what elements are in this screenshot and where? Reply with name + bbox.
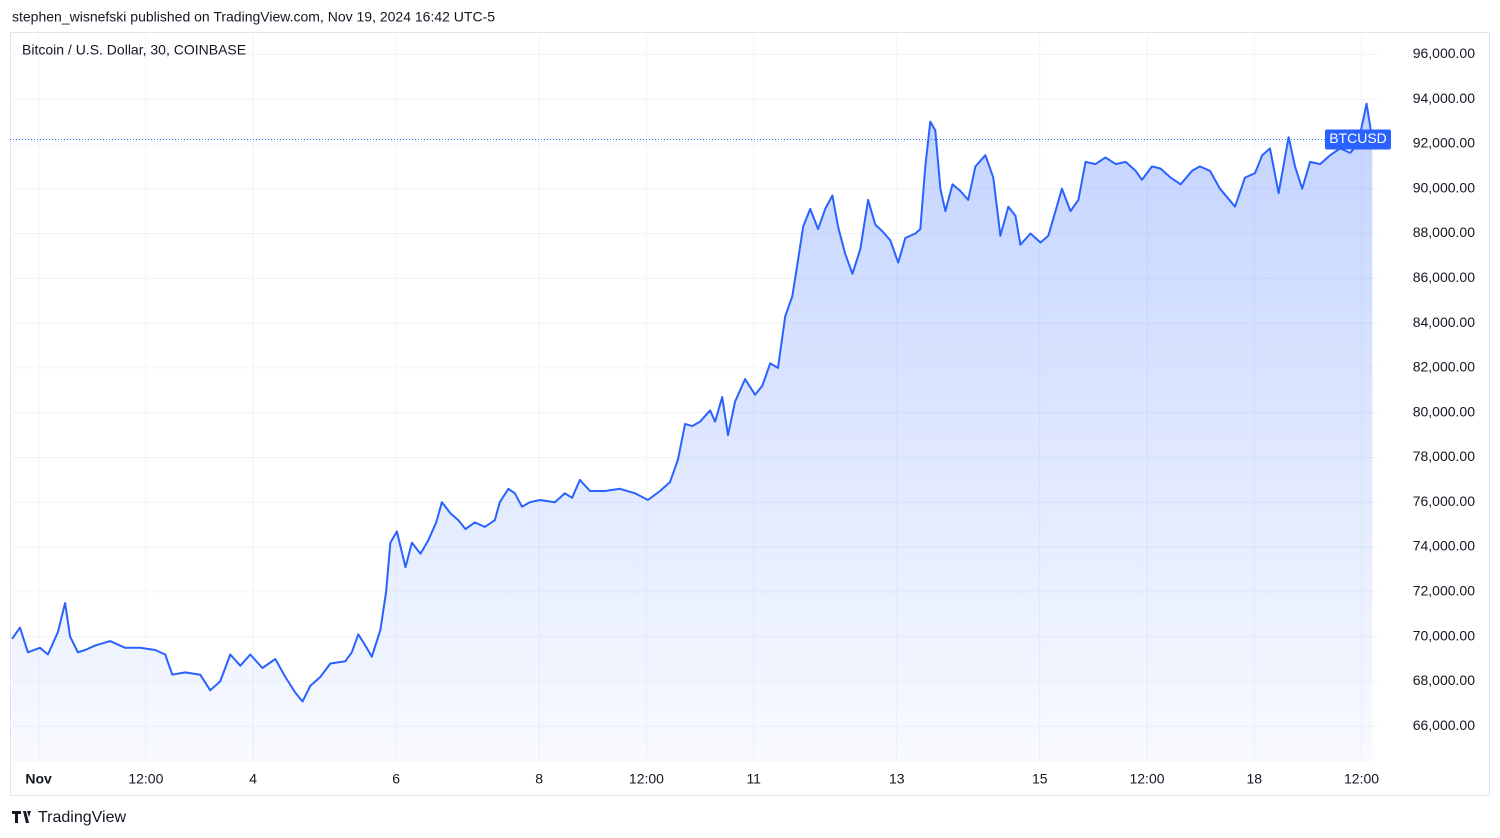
y-tick-label: 96,000.00 [1413,45,1475,61]
plot: BTCUSD [10,102,1391,762]
y-tick-label: 74,000.00 [1413,538,1475,554]
x-tick-label: 11 [746,771,761,787]
x-tick-label: 13 [889,771,905,787]
y-tick-label: 94,000.00 [1413,90,1475,106]
publish-header: stephen_wisnefski published on TradingVi… [12,9,495,25]
x-tick-label: 12:00 [629,771,664,787]
y-tick-label: 80,000.00 [1413,403,1475,419]
price-line [11,102,1374,703]
footer-logo: TradingView [12,809,126,826]
y-tick-label: 92,000.00 [1413,135,1475,151]
y-tick-label: 66,000.00 [1413,717,1475,733]
x-tick-label: 18 [1246,771,1262,787]
y-tick-label: 88,000.00 [1413,224,1475,240]
x-tick-label: 8 [535,771,543,787]
x-tick-label: Nov [25,771,52,787]
footer-brand: TradingView [38,809,126,826]
chart-title: Bitcoin / U.S. Dollar, 30, COINBASE [22,42,246,58]
y-tick-label: 72,000.00 [1413,583,1475,599]
y-tick-label: 82,000.00 [1413,359,1475,375]
series-label-box [1325,129,1391,150]
x-tick-label: 12:00 [1344,771,1379,787]
y-tick-label: 68,000.00 [1413,672,1475,688]
x-tick-label: 12:00 [128,771,163,787]
series-label: BTCUSD [1329,130,1387,146]
logo-icon [12,811,31,823]
axes: 66,000.00 68,000.00 70,000.00 72,000.00 74,0… [25,45,1475,787]
y-tick-label: 78,000.00 [1413,448,1475,464]
x-tick-label: 6 [392,771,400,787]
y-tick-label: 70,000.00 [1413,627,1475,643]
y-tick-label: 76,000.00 [1413,493,1475,509]
y-tick-label: 90,000.00 [1413,179,1475,195]
x-tick-label: 12:00 [1129,771,1164,787]
area-fill [12,103,1373,762]
x-tick-label: 4 [249,771,257,787]
chart-frame [10,32,1490,796]
y-tick-label: 86,000.00 [1413,269,1475,285]
x-tick-label: 15 [1032,771,1048,787]
y-tick-label: 84,000.00 [1413,314,1475,330]
